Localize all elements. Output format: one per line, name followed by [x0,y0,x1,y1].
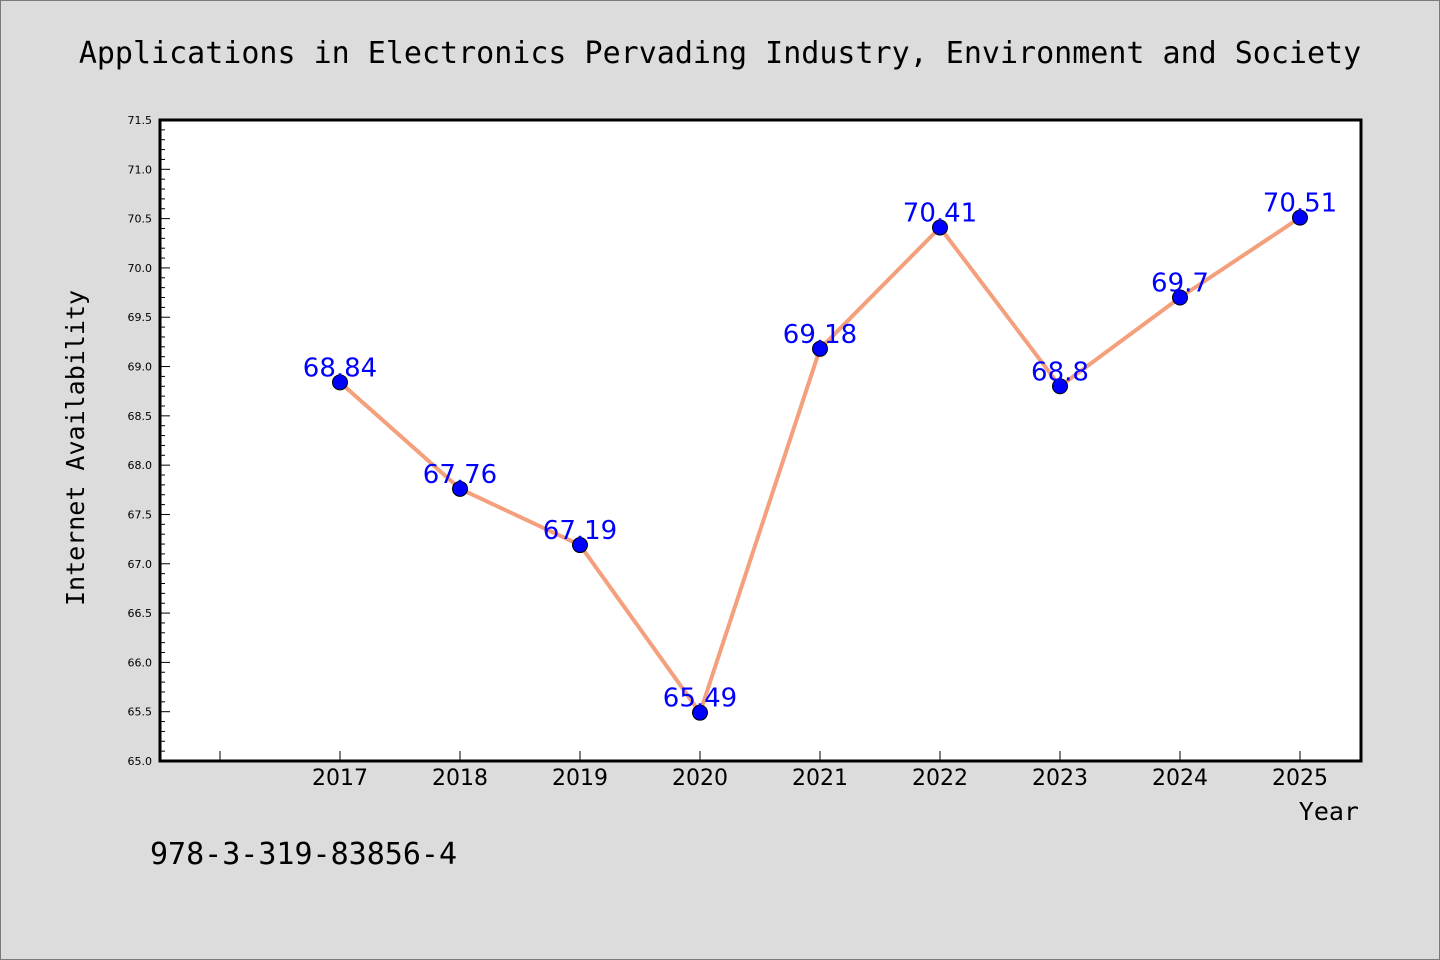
x-tick-label: 2019 [552,766,608,791]
data-point [332,374,348,391]
data-label: 68.8 [1031,357,1089,387]
y-tick-label: 70.0 [128,262,153,275]
y-tick-label: 67.5 [128,508,153,521]
data-label: 69.7 [1151,269,1209,299]
y-axis-label: Internet Availability [61,290,90,606]
x-tick-label: 2025 [1272,766,1328,791]
data-label: 68.84 [303,353,377,383]
x-tick-label: 2020 [672,766,728,791]
data-point [1292,209,1308,226]
x-axis-ticks: 2017 2018 2019 2020 2021 2022 2023 2024 2025 [219,751,1328,791]
data-point [932,219,948,236]
data-label: 70.41 [903,198,977,228]
y-tick-label: 65.0 [128,755,153,768]
x-tick-label: 2018 [432,766,488,791]
data-point [452,480,468,497]
y-tick-label: 68.0 [128,459,153,472]
y-tick-label: 68.5 [128,410,153,423]
data-labels-group: 68.84 67.76 67.19 65.49 69.18 70.41 68.8 69.7 70… [303,189,1337,714]
y-tick-label: 71.5 [128,114,153,127]
data-point [1172,289,1188,306]
y-tick-label: 71.0 [128,163,153,176]
chart-title: Applications in Electronics Pervading In… [79,36,1361,71]
data-point [1052,378,1068,395]
y-tick-label: 67.0 [128,558,153,571]
x-tick-label: 2023 [1032,766,1088,791]
y-tick-label: 66.5 [128,607,153,620]
y-axis-ticks: 65.0 65.5 66.0 66.5 67.0 67.5 68.0 68.5 69.0 69.5… [128,114,170,768]
data-label: 67.19 [543,516,617,546]
x-tick-label: 2024 [1152,766,1208,791]
x-axis-label: Year [1299,797,1359,826]
plot-border [158,118,1363,763]
isbn-text: 978-3-319-83856-4 [150,837,457,872]
data-point [572,537,588,554]
data-point [692,704,708,721]
data-point [812,340,828,357]
x-tick-label: 2021 [792,766,848,791]
data-label: 70.51 [1263,189,1337,219]
x-tick-label: 2017 [312,766,368,791]
data-label: 69.18 [783,320,857,350]
y-tick-label: 66.0 [128,656,153,669]
data-label: 65.49 [663,684,737,714]
x-tick-label: 2022 [912,766,968,791]
y-tick-label: 65.5 [128,706,153,719]
plot-area [160,120,1361,761]
y-tick-label: 69.0 [128,361,153,374]
series-points-group [332,209,1308,721]
data-label: 67.76 [423,460,497,490]
y-tick-label: 69.5 [128,311,153,324]
y-tick-label: 70.5 [128,213,153,226]
